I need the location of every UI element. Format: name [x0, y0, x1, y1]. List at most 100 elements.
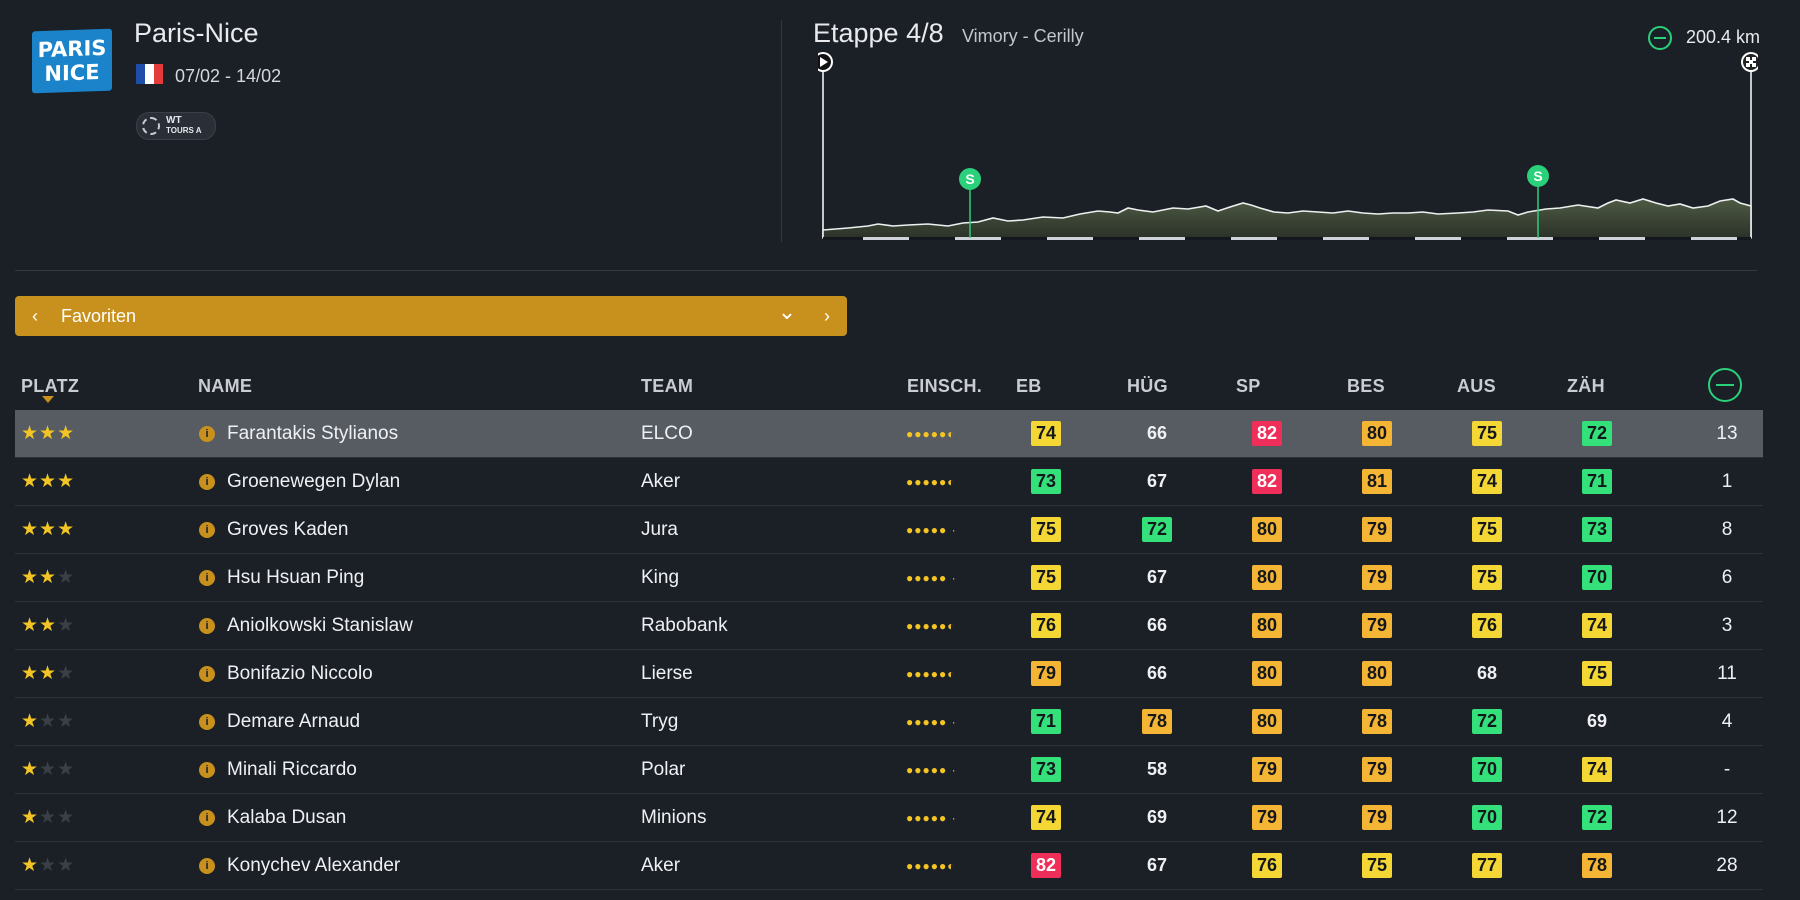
rating-stars: ★ ★ ★ — [21, 698, 75, 745]
col-sp[interactable]: SP — [1236, 375, 1261, 396]
stat-value: 79 — [1362, 805, 1392, 830]
stat-value: 76 — [1031, 613, 1061, 638]
rider-name[interactable]: Groves Kaden — [227, 518, 349, 540]
stat-value: 74 — [1472, 469, 1502, 494]
favorites-selector[interactable]: ‹ Favoriten ⌄ › — [15, 296, 847, 336]
assessment-dots: ●●●●●◐ — [906, 666, 956, 681]
assessment-dots: ●●●●● · — [906, 714, 957, 729]
svg-text:S: S — [965, 171, 974, 187]
stat-value: 66 — [1146, 423, 1168, 443]
assessment-dots: ●●●●● · — [906, 570, 957, 585]
table-row[interactable]: ★ ★ ★ i Konychev Alexander Aker ●●●●●◐ 82 67 76 75… — [15, 842, 1763, 890]
info-icon[interactable]: i — [199, 666, 215, 682]
stage-profile[interactable]: S S — [818, 50, 1758, 244]
chevron-down-icon[interactable]: ⌄ — [777, 299, 797, 324]
col-hug[interactable]: HÜG — [1127, 375, 1168, 396]
star-filled-icon: ★ — [39, 615, 58, 636]
rider-name[interactable]: Farantakis Stylianos — [227, 422, 399, 444]
rating-stars: ★ ★ ★ — [21, 410, 75, 457]
stat-value: 80 — [1362, 421, 1392, 446]
star-filled-icon: ★ — [21, 711, 40, 732]
rating-stars: ★ ★ ★ — [21, 554, 75, 601]
col-zah[interactable]: ZÄH — [1567, 375, 1605, 396]
rider-name[interactable]: Bonifazio Niccolo — [227, 662, 373, 684]
rider-rank: 28 — [1716, 854, 1738, 876]
rider-name[interactable]: Hsu Hsuan Ping — [227, 566, 365, 588]
selector-label[interactable]: Favoriten — [61, 305, 137, 326]
stat-value: 69 — [1586, 711, 1608, 731]
star-filled-icon: ★ — [39, 423, 58, 444]
info-icon[interactable]: i — [199, 426, 215, 442]
rider-rank: - — [1723, 758, 1731, 780]
table-row[interactable]: ★ ★ ★ i Minali Riccardo Polar ●●●●● · 73 58 79 79 7… — [15, 746, 1763, 794]
table-row[interactable]: ★ ★ ★ i Groenewegen Dylan Aker ●●●●●◐ 73 67 82 81 7… — [15, 458, 1763, 506]
stat-zah: 71 — [1581, 458, 1613, 505]
ranking-toggle-icon[interactable] — [1708, 368, 1742, 402]
table-row[interactable]: ★ ★ ★ i Groves Kaden Jura ●●●●● · 75 72 80 79 75 73 8 — [15, 506, 1763, 554]
logo-text-2: NICE — [44, 60, 100, 86]
star-filled-icon: ★ — [21, 855, 40, 876]
rider-name[interactable]: Kalaba Dusan — [227, 806, 347, 828]
info-icon[interactable]: i — [199, 858, 215, 874]
assessment-dots: ●●●●●◐ — [906, 474, 956, 489]
star-empty-icon: ★ — [39, 855, 58, 876]
info-icon[interactable]: i — [199, 618, 215, 634]
rider-name[interactable]: Aniolkowski Stanislaw — [227, 614, 413, 636]
rider-rank: 13 — [1716, 422, 1738, 444]
stat-value: 72 — [1582, 805, 1612, 830]
col-eb[interactable]: EB — [1016, 375, 1042, 396]
col-team[interactable]: TEAM — [641, 375, 694, 396]
stat-value: 79 — [1252, 805, 1282, 830]
col-name[interactable]: NAME — [198, 375, 253, 396]
table-row[interactable]: ★ ★ ★ i Kalaba Dusan Minions ●●●●● · 74 69 79 79 70… — [15, 794, 1763, 842]
stat-sp: 80 — [1251, 554, 1283, 601]
sprint-marker-1[interactable]: S — [959, 168, 981, 238]
table-row[interactable]: ★ ★ ★ i Bonifazio Niccolo Lierse ●●●●●◐ 79 66 80 8… — [15, 650, 1763, 698]
next-arrow-icon[interactable]: › — [824, 305, 830, 326]
rider-name[interactable]: Minali Riccardo — [227, 758, 357, 780]
stat-value: 75 — [1582, 661, 1612, 686]
sprint-marker-2[interactable]: S — [1527, 165, 1549, 238]
info-icon[interactable]: i — [199, 762, 215, 778]
info-icon[interactable]: i — [199, 810, 215, 826]
stat-zah: 75 — [1581, 650, 1613, 697]
col-einsch[interactable]: EINSCH. — [907, 375, 983, 396]
prev-arrow-icon[interactable]: ‹ — [32, 305, 38, 326]
info-icon[interactable]: i — [199, 714, 215, 730]
stat-value: 73 — [1031, 469, 1061, 494]
table-row[interactable]: ★ ★ ★ i Farantakis Stylianos ELCO ●●●●●◐ 74 66 82… — [15, 410, 1763, 458]
stat-aus: 75 — [1471, 554, 1503, 601]
info-icon[interactable]: i — [199, 570, 215, 586]
info-icon[interactable]: i — [199, 474, 215, 490]
stat-value: 75 — [1472, 565, 1502, 590]
stat-bes: 80 — [1361, 650, 1393, 697]
star-filled-icon: ★ — [21, 615, 40, 636]
rider-name[interactable]: Konychev Alexander — [227, 854, 401, 876]
rider-name[interactable]: Groenewegen Dylan — [227, 470, 401, 492]
star-filled-icon: ★ — [21, 423, 40, 444]
rider-name[interactable]: Demare Arnaud — [227, 710, 361, 732]
stat-eb: 71 — [1030, 698, 1062, 745]
stat-sp: 80 — [1251, 650, 1283, 697]
stat-sp: 82 — [1251, 410, 1283, 457]
table-row[interactable]: ★ ★ ★ i Hsu Hsuan Ping King ●●●●● · 75 67 80 79 75 7… — [15, 554, 1763, 602]
table-row[interactable]: ★ ★ ★ i Aniolkowski Stanislaw Rabobank ●●●●●◐ 7… — [15, 602, 1763, 650]
star-filled-icon: ★ — [39, 519, 58, 540]
stat-hug: 67 — [1141, 458, 1173, 505]
stat-value: 74 — [1031, 805, 1061, 830]
rider-team: Jura — [641, 518, 678, 540]
col-platz[interactable]: PLATZ — [21, 375, 80, 396]
stat-value: 73 — [1031, 757, 1061, 782]
table-row[interactable]: ★ ★ ★ i Demare Arnaud Tryg ●●●●● · 71 78 80 78 72 69… — [15, 698, 1763, 746]
stat-hug: 66 — [1141, 410, 1173, 457]
assessment-dots: ●●●●●◐ — [906, 426, 956, 441]
col-aus[interactable]: AUS — [1457, 375, 1496, 396]
col-bes[interactable]: BES — [1347, 375, 1385, 396]
info-icon[interactable]: i — [199, 522, 215, 538]
stat-eb: 73 — [1030, 746, 1062, 793]
star-filled-icon: ★ — [21, 471, 40, 492]
stat-value: 68 — [1476, 663, 1498, 683]
rating-stars: ★ ★ ★ — [21, 746, 75, 793]
stat-hug: 66 — [1141, 602, 1173, 649]
stat-eb: 76 — [1030, 602, 1062, 649]
